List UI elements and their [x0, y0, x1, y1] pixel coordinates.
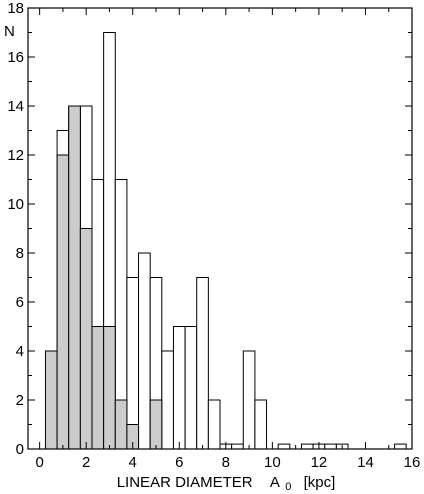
- y-tick-label: 2: [16, 392, 24, 409]
- x-axis-label-unit: [kpc]: [304, 474, 336, 491]
- x-tick-label: 0: [35, 454, 43, 471]
- bar-open: [231, 443, 244, 450]
- x-tick-label: 12: [311, 454, 328, 471]
- y-tick-label: 6: [16, 294, 24, 311]
- bar-filled: [68, 105, 81, 450]
- bar-filled: [103, 326, 116, 450]
- bar-open: [126, 277, 140, 450]
- bar-open: [394, 443, 407, 450]
- bar-open: [184, 326, 198, 450]
- bar-filled: [44, 350, 58, 450]
- bar-open: [277, 443, 291, 450]
- x-axis-label-text: LINEAR DIAMETER: [117, 474, 253, 491]
- bar-open: [254, 399, 268, 450]
- x-tick-label: 6: [175, 454, 183, 471]
- bar-open: [300, 443, 314, 450]
- x-tick-label: 8: [222, 454, 230, 471]
- y-axis-label: N: [4, 23, 15, 40]
- x-axis-label-subscript: 0: [285, 481, 291, 493]
- y-tick-label: 0: [16, 441, 24, 458]
- x-axis-label: LINEAR DIAMETER A 0 [kpc]: [117, 474, 336, 494]
- y-tick-label: 14: [7, 98, 24, 115]
- x-tick-label: 14: [357, 454, 374, 471]
- bar-filled: [56, 154, 70, 450]
- y-tick-label: 12: [7, 147, 24, 164]
- y-tick-label: 16: [7, 49, 24, 66]
- bar-open: [324, 443, 337, 450]
- bar-filled: [91, 326, 105, 450]
- bar-filled: [114, 399, 128, 450]
- bar-filled: [79, 228, 93, 450]
- x-tick-label: 4: [129, 454, 137, 471]
- bar-open: [172, 326, 186, 450]
- bar-open: [138, 252, 151, 450]
- x-tick-label: 10: [264, 454, 281, 471]
- tick-labels: 0 2 4 6 8 10 12 14 16 0 2 4 6 8 10 12 14 16 18: [7, 0, 420, 471]
- bar-open: [242, 350, 256, 450]
- y-tick-label: 8: [16, 245, 24, 262]
- axis-ticks: [28, 7, 413, 450]
- y-tick-label: 18: [7, 0, 24, 17]
- bar-filled: [149, 399, 163, 450]
- bars-group: [44, 32, 407, 450]
- y-tick-label: 10: [7, 196, 24, 213]
- bar-open: [161, 350, 174, 450]
- bar-open: [196, 277, 209, 450]
- x-tick-label: 16: [404, 454, 421, 471]
- bar-open: [207, 399, 221, 450]
- x-tick-label: 2: [82, 454, 90, 471]
- x-axis-label-symbol: A: [270, 474, 280, 491]
- y-tick-label: 4: [16, 343, 24, 360]
